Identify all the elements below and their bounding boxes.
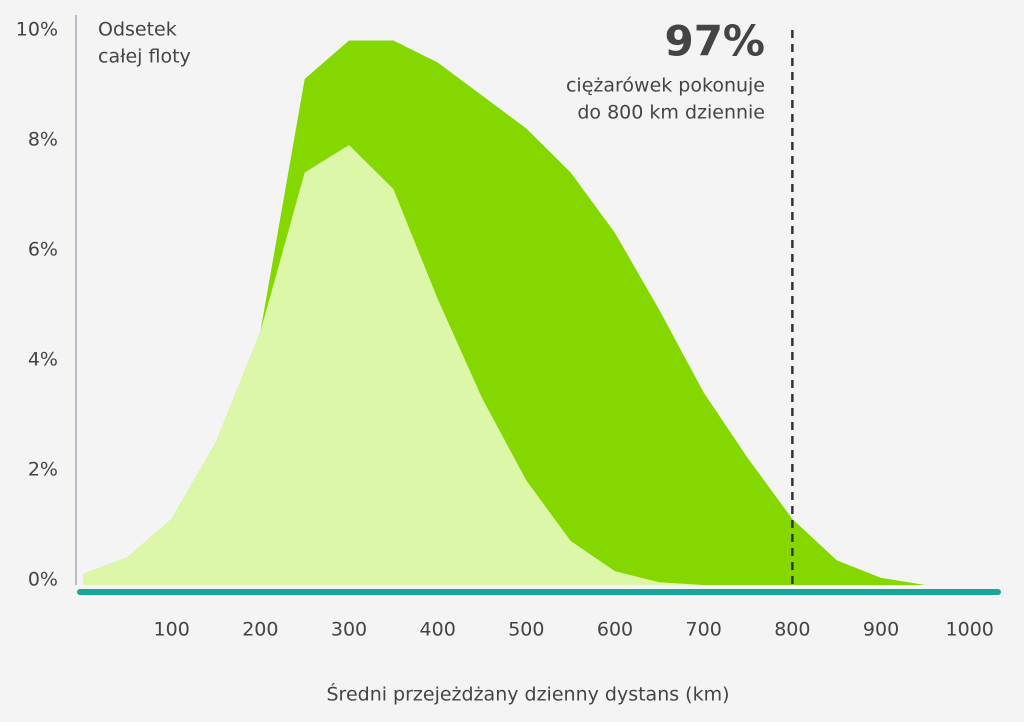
- x-tick-label: 400: [420, 619, 456, 641]
- x-tick-label: 600: [597, 619, 633, 641]
- x-tick-label: 100: [154, 619, 190, 641]
- y-label: całej floty: [98, 46, 191, 68]
- y-tick-label: 8%: [28, 129, 58, 151]
- x-label: Średni przejeżdżany dzienny dystans (km): [326, 682, 729, 706]
- annotation-value: 97%: [664, 17, 765, 66]
- x-tick-label: 500: [508, 619, 544, 641]
- x-tick-label: 300: [331, 619, 367, 641]
- annotation-text: do 800 km dziennie: [577, 102, 765, 124]
- y-tick-label: 2%: [28, 459, 58, 481]
- x-tick-label: 200: [242, 619, 278, 641]
- y-tick-label: 6%: [28, 239, 58, 261]
- area: [83, 145, 970, 585]
- y-tick-label: 0%: [28, 569, 58, 591]
- x-tick-label: 900: [863, 619, 899, 641]
- y-tick-label: 4%: [28, 349, 58, 371]
- y-tick-label: 10%: [16, 19, 58, 41]
- x-tick-label: 700: [686, 619, 722, 641]
- x-tick-label: 1000: [946, 619, 994, 641]
- annotation-text: ciężarówek pokonuje: [566, 75, 765, 97]
- areas: [83, 40, 970, 585]
- y-label: Odsetek: [98, 19, 177, 41]
- x-tick-label: 800: [774, 619, 810, 641]
